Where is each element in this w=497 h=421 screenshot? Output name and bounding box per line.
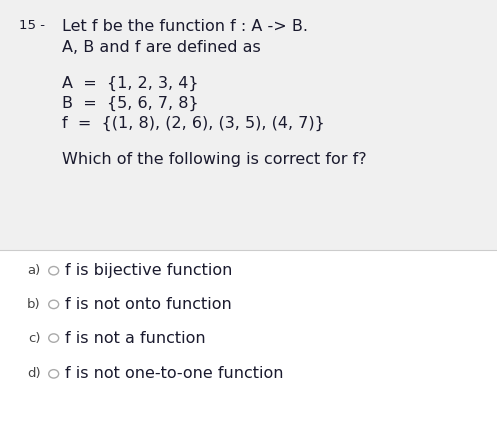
Text: f  =  {(1, 8), (2, 6), (3, 5), (4, 7)}: f = {(1, 8), (2, 6), (3, 5), (4, 7)} bbox=[62, 116, 325, 131]
Text: f is not onto function: f is not onto function bbox=[65, 297, 232, 312]
Text: d): d) bbox=[27, 368, 41, 380]
Text: Let f be the function f : A -> B.: Let f be the function f : A -> B. bbox=[62, 19, 308, 34]
Text: A  =  {1, 2, 3, 4}: A = {1, 2, 3, 4} bbox=[62, 76, 199, 91]
Text: a): a) bbox=[27, 264, 41, 277]
Text: c): c) bbox=[28, 332, 41, 344]
Text: f is not one-to-one function: f is not one-to-one function bbox=[65, 366, 283, 381]
Text: f is not a function: f is not a function bbox=[65, 330, 205, 346]
Text: f is bijective function: f is bijective function bbox=[65, 263, 232, 278]
Text: 15 -: 15 - bbox=[19, 19, 45, 32]
FancyBboxPatch shape bbox=[0, 0, 497, 250]
Text: A, B and f are defined as: A, B and f are defined as bbox=[62, 40, 261, 55]
Text: Which of the following is correct for f?: Which of the following is correct for f? bbox=[62, 152, 367, 167]
Text: b): b) bbox=[27, 298, 41, 311]
Text: B  =  {5, 6, 7, 8}: B = {5, 6, 7, 8} bbox=[62, 96, 199, 111]
